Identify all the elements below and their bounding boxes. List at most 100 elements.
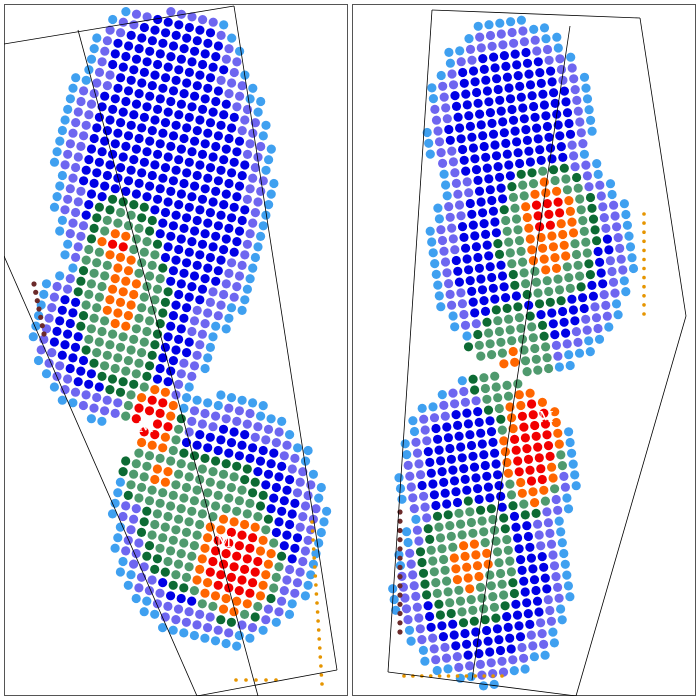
pressure-dot (504, 83, 514, 93)
pressure-dot (197, 599, 207, 609)
pressure-dot (401, 604, 412, 614)
pressure-dot (506, 17, 516, 27)
pressure-dot (621, 209, 631, 220)
pressure-dot (502, 226, 512, 236)
pressure-dot (475, 659, 485, 670)
pressure-dot (533, 288, 543, 298)
pressure-dot (405, 471, 415, 481)
pressure-dot (181, 572, 192, 583)
pressure-dot (497, 348, 507, 358)
pressure-dot (224, 268, 234, 278)
pressure-dot (258, 580, 268, 590)
pressure-dot (168, 400, 178, 411)
pressure-dot (163, 152, 173, 162)
pressure-dot (274, 607, 284, 617)
pressure-dot (189, 586, 199, 596)
pressure-dot (73, 332, 83, 342)
pressure-dot (505, 479, 515, 489)
pressure-dot (213, 176, 223, 186)
pressure-dot (311, 504, 321, 514)
pressure-dot (475, 109, 485, 119)
foot-outline (387, 9, 687, 696)
pressure-dot (110, 408, 120, 418)
pressure-dot (572, 95, 582, 105)
pressure-dot (144, 406, 155, 416)
pressure-dot (166, 456, 176, 466)
pressure-dot (174, 244, 184, 255)
pressure-dot (232, 192, 242, 202)
pressure-dot (250, 612, 260, 622)
pressure-dot (184, 202, 194, 212)
pressure-dot (525, 234, 535, 244)
pressure-dot (443, 664, 453, 674)
pressure-dot (562, 185, 572, 195)
pressure-dot (519, 37, 529, 47)
pressure-dot (166, 501, 176, 511)
pressure-dot (430, 104, 440, 114)
pressure-dot (187, 147, 197, 157)
pressure-dot (470, 308, 480, 318)
pressure-dot (81, 255, 91, 265)
pressure-dot (81, 345, 91, 355)
pressure-dot (200, 94, 210, 104)
pressure-dot (197, 284, 208, 294)
pressure-dot (229, 517, 239, 527)
pressure-dot (456, 442, 466, 452)
pressure-dot (147, 530, 157, 540)
pressure-dot (137, 303, 147, 313)
pressure-dot (610, 211, 620, 221)
pressure-dot (488, 283, 498, 293)
pressure-dot (493, 162, 503, 172)
pressure-dot (476, 428, 486, 438)
pressure-dot (624, 231, 634, 241)
pressure-dot (533, 57, 543, 67)
pressure-dot (514, 236, 525, 246)
pressure-dot (190, 181, 200, 191)
pressure-dot (89, 223, 99, 233)
pressure-dot (129, 379, 139, 389)
pressure-dot (498, 194, 508, 204)
pressure-dot (461, 89, 471, 99)
pressure-dot (425, 149, 435, 159)
pressure-dot (147, 440, 157, 450)
pressure-dot (168, 311, 178, 321)
pressure-dot (248, 128, 258, 138)
pressure-dot (532, 123, 542, 133)
pressure-dot (472, 87, 482, 98)
pressure-dot (168, 41, 179, 51)
pressure-dot (530, 112, 540, 122)
pressure-dot (467, 132, 477, 142)
edge-dot (397, 592, 403, 598)
pressure-dot (163, 62, 173, 72)
pressure-dot (604, 322, 614, 332)
pressure-dot (277, 551, 287, 561)
pressure-dot (427, 83, 437, 93)
outline-line (4, 5, 235, 45)
pressure-dot (182, 78, 192, 88)
pressure-dot (158, 623, 168, 633)
pressure-dot (459, 232, 469, 242)
pressure-dot (584, 336, 594, 346)
pressure-dot (195, 564, 205, 575)
pressure-dot (556, 64, 566, 75)
pressure-dot (100, 271, 110, 281)
pressure-dot (134, 493, 144, 503)
pressure-dot (504, 314, 514, 324)
pressure-dot (139, 292, 149, 302)
pressure-dot (213, 311, 223, 321)
pressure-dot (163, 197, 173, 207)
pressure-dot (559, 163, 569, 173)
pressure-dot (570, 162, 580, 172)
pressure-dot (174, 469, 184, 479)
pressure-dot (121, 7, 131, 17)
pressure-dot (179, 403, 189, 413)
pressure-dot (221, 549, 231, 559)
pressure-dot (567, 140, 577, 150)
pressure-dot (173, 604, 184, 614)
pressure-dot (150, 609, 160, 619)
pressure-dot (496, 491, 506, 501)
pressure-dot (79, 176, 89, 186)
pressure-dot (73, 107, 83, 117)
pressure-dot (200, 319, 210, 329)
pressure-dot (224, 133, 234, 144)
